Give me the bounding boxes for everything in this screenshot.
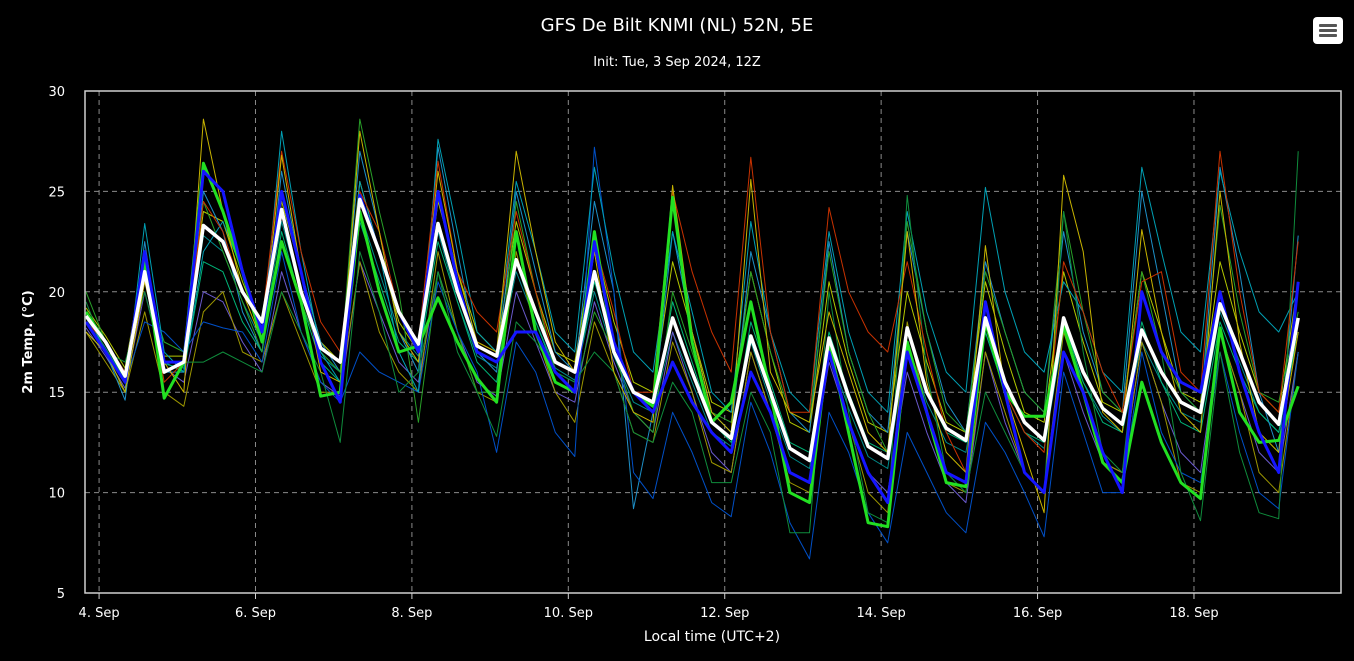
x-tick-label: 8. Sep: [391, 606, 432, 621]
x-tick-label: 14. Sep: [856, 606, 905, 621]
menu-icon-bar: [1319, 34, 1337, 37]
y-tick-label: 25: [48, 185, 65, 200]
plot-border: [84, 90, 1342, 594]
chart-subtitle: Init: Tue, 3 Sep 2024, 12Z: [593, 55, 761, 70]
y-axis-label: 2m Temp. (°C): [21, 290, 36, 393]
x-axis-ticks: 4. Sep 6. Sep 8. Sep 10. Sep 12. Sep 14. Sep 1…: [79, 593, 1219, 621]
y-tick-label: 5: [57, 587, 65, 602]
y-tick-label: 20: [48, 286, 65, 301]
menu-icon-bar: [1319, 29, 1337, 32]
y-tick-label: 30: [48, 85, 65, 100]
chart-title: GFS De Bilt KNMI (NL) 52N, 5E: [541, 15, 814, 36]
series-line-1: [84, 169, 1300, 505]
series-line-14: [85, 211, 1299, 469]
menu-icon-bar: [1319, 24, 1337, 27]
series-line-4: [85, 150, 1299, 473]
x-tick-label: 18. Sep: [1169, 606, 1218, 621]
series-line-0: [84, 197, 1300, 463]
x-tick-label: 10. Sep: [544, 606, 593, 621]
x-tick-label: 6. Sep: [235, 606, 276, 621]
x-tick-label: 4. Sep: [79, 606, 120, 621]
y-tick-label: 15: [48, 386, 65, 401]
series-line-2: [84, 161, 1300, 529]
y-tick-label: 10: [48, 487, 65, 502]
series-line-7: [85, 146, 1299, 560]
series-group: [84, 118, 1300, 560]
series-line-5: [85, 151, 1299, 534]
menu-button[interactable]: [1313, 17, 1343, 44]
y-axis-ticks: 5 10 15 20 25 30: [48, 85, 65, 602]
x-tick-label: 12. Sep: [700, 606, 749, 621]
x-axis-label: Local time (UTC+2): [644, 629, 780, 645]
series-line-11: [85, 221, 1299, 453]
x-tick-label: 16. Sep: [1013, 606, 1062, 621]
